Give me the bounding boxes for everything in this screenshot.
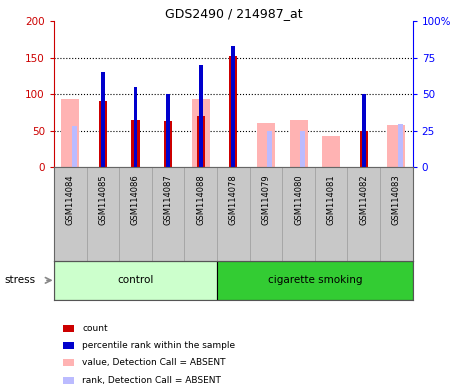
- Bar: [164, 121, 172, 167]
- Text: GSM114082: GSM114082: [359, 175, 368, 225]
- Text: stress: stress: [5, 275, 36, 285]
- Text: rank, Detection Call = ABSENT: rank, Detection Call = ABSENT: [82, 376, 221, 384]
- Text: GSM114081: GSM114081: [327, 175, 336, 225]
- Bar: [362, 94, 366, 167]
- Bar: [300, 131, 305, 167]
- Bar: [229, 56, 237, 167]
- Bar: [99, 101, 107, 167]
- Text: GSM114080: GSM114080: [294, 175, 303, 225]
- Text: GSM114085: GSM114085: [98, 175, 107, 225]
- Text: percentile rank within the sample: percentile rank within the sample: [82, 341, 235, 350]
- Text: control: control: [117, 275, 154, 285]
- Bar: [72, 126, 76, 167]
- Bar: [322, 136, 340, 167]
- Text: GSM114088: GSM114088: [196, 175, 205, 225]
- Bar: [54, 261, 217, 300]
- Text: GSM114084: GSM114084: [66, 175, 75, 225]
- Bar: [257, 122, 275, 167]
- Bar: [131, 120, 140, 167]
- Bar: [231, 46, 235, 167]
- Text: GSM114079: GSM114079: [261, 175, 271, 225]
- Bar: [398, 124, 403, 167]
- Bar: [166, 94, 170, 167]
- Text: value, Detection Call = ABSENT: value, Detection Call = ABSENT: [82, 358, 226, 367]
- Bar: [289, 120, 308, 167]
- Bar: [61, 99, 79, 167]
- Bar: [267, 131, 272, 167]
- Bar: [101, 72, 105, 167]
- Bar: [192, 99, 210, 167]
- Bar: [199, 65, 203, 167]
- Text: GSM114086: GSM114086: [131, 175, 140, 225]
- Bar: [197, 116, 205, 167]
- Bar: [360, 131, 368, 167]
- Bar: [387, 125, 405, 167]
- Text: GSM114083: GSM114083: [392, 175, 401, 225]
- Text: cigarette smoking: cigarette smoking: [268, 275, 362, 285]
- Text: count: count: [82, 324, 108, 333]
- Text: GSM114078: GSM114078: [229, 175, 238, 225]
- Bar: [217, 261, 413, 300]
- Title: GDS2490 / 214987_at: GDS2490 / 214987_at: [165, 7, 302, 20]
- Bar: [134, 87, 137, 167]
- Text: GSM114087: GSM114087: [164, 175, 173, 225]
